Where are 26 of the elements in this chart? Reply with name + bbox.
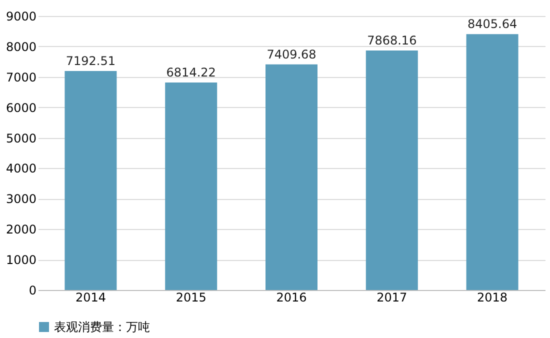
y-tick-label: 4000 — [6, 162, 36, 176]
x-tick-label: 2017 — [376, 290, 408, 304]
x-tick-label: 2014 — [75, 290, 106, 304]
bar — [165, 82, 218, 290]
y-tick-label: 0 — [28, 284, 36, 298]
legend-label: 表观消费量：万吨 — [54, 320, 150, 334]
y-tick-label: 3000 — [6, 192, 36, 206]
data-label: 7192.51 — [66, 54, 116, 68]
y-tick-label: 1000 — [6, 253, 36, 268]
bar — [466, 34, 518, 290]
bar — [266, 64, 318, 290]
bar — [366, 50, 418, 290]
data-label: 6814.22 — [166, 66, 216, 80]
y-tick-label: 6000 — [6, 100, 36, 115]
data-label: 7409.68 — [266, 47, 316, 62]
x-tick-label: 2018 — [477, 290, 508, 304]
x-tick-label: 2016 — [276, 290, 307, 304]
x-tick-label: 2015 — [176, 290, 206, 304]
y-tick-label: 8000 — [6, 40, 36, 54]
data-label: 7868.16 — [367, 33, 417, 48]
y-tick-label: 7000 — [6, 70, 36, 84]
y-tick-label: 5000 — [6, 131, 36, 146]
y-tick-label: 9000 — [6, 10, 36, 24]
bar — [64, 71, 117, 290]
data-label: 8405.64 — [467, 17, 518, 32]
y-tick-label: 2000 — [6, 222, 36, 237]
